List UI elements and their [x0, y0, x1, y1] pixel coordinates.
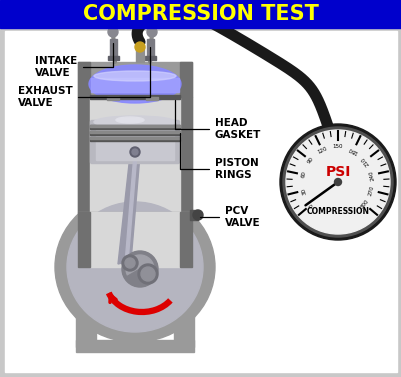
Circle shape [285, 130, 389, 234]
Ellipse shape [67, 202, 203, 332]
Text: 270: 270 [367, 185, 375, 196]
Bar [0, 0, 401, 28]
Bar [90, 131, 180, 135]
Circle shape [122, 251, 158, 287]
Circle shape [132, 149, 138, 155]
Polygon shape [118, 155, 140, 264]
Bar [90, 126, 180, 127]
Circle shape [108, 27, 118, 37]
Circle shape [141, 267, 155, 281]
Circle shape [125, 258, 135, 268]
Text: 180: 180 [346, 146, 358, 155]
Text: PISTON
RINGS: PISTON RINGS [180, 133, 258, 180]
Bar [90, 132, 180, 133]
Circle shape [122, 255, 138, 271]
Circle shape [126, 255, 154, 283]
Text: PCV
VALVE: PCV VALVE [199, 206, 260, 228]
Ellipse shape [94, 71, 176, 81]
Text: 30: 30 [300, 187, 306, 195]
Text: 240: 240 [368, 169, 375, 180]
Bar [180, 62, 192, 97]
Ellipse shape [116, 117, 144, 123]
Text: COMPRESSION: COMPRESSION [306, 207, 369, 216]
Bar [145, 56, 156, 60]
Bar [90, 137, 180, 141]
Bar [108, 56, 119, 60]
Bar [78, 62, 90, 97]
Circle shape [282, 127, 392, 237]
Bar [136, 47, 144, 62]
Text: HEAD
GASKET: HEAD GASKET [174, 100, 261, 140]
Circle shape [322, 128, 336, 142]
Text: 0: 0 [308, 202, 314, 207]
Wedge shape [126, 269, 150, 285]
Text: 60: 60 [300, 171, 306, 179]
Circle shape [279, 124, 395, 240]
Circle shape [192, 210, 203, 220]
Circle shape [147, 27, 157, 37]
Bar [107, 97, 119, 100]
Bar [180, 97, 192, 212]
Text: 90: 90 [306, 156, 314, 165]
Bar [147, 39, 154, 57]
Bar [110, 39, 117, 57]
Bar [90, 95, 180, 99]
Bar [76, 257, 96, 347]
Text: COMPRESSION TEST: COMPRESSION TEST [83, 4, 318, 24]
Bar [91, 78, 178, 92]
FancyBboxPatch shape [90, 121, 179, 164]
Ellipse shape [55, 192, 215, 342]
Ellipse shape [89, 65, 180, 103]
Text: INTAKE
VALVE: INTAKE VALVE [35, 43, 113, 78]
Bar [180, 212, 192, 267]
Bar [78, 212, 192, 217]
Bar [78, 97, 90, 212]
Bar [78, 212, 90, 267]
Text: 120: 120 [316, 146, 328, 155]
Text: 300: 300 [358, 199, 369, 210]
Bar [190, 210, 198, 220]
Circle shape [138, 264, 158, 284]
Bar [174, 257, 194, 347]
Text: EXHAUST
VALVE: EXHAUST VALVE [18, 47, 150, 108]
Polygon shape [125, 154, 137, 264]
Circle shape [130, 147, 140, 157]
Text: 150: 150 [332, 144, 342, 150]
Circle shape [334, 178, 341, 185]
Bar [96, 130, 174, 160]
Bar [90, 212, 180, 267]
Bar [78, 62, 192, 97]
Circle shape [135, 42, 145, 52]
Bar [90, 125, 180, 129]
Bar [78, 97, 192, 212]
Ellipse shape [94, 116, 176, 128]
Bar [76, 340, 194, 352]
Bar [90, 97, 180, 212]
Bar [90, 138, 180, 139]
Bar [146, 97, 158, 100]
Text: 210: 210 [359, 155, 370, 166]
Text: PSI: PSI [324, 165, 350, 179]
